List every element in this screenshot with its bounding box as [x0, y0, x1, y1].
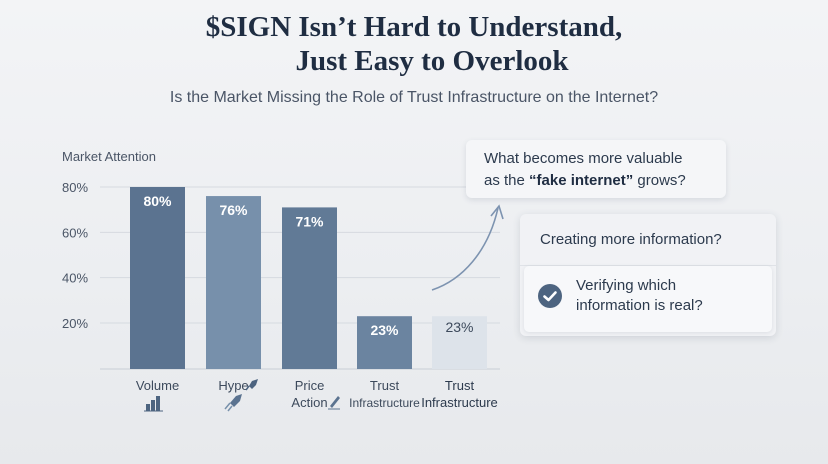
page-subtitle: Is the Market Missing the Role of Trust … — [169, 89, 659, 106]
page-title: $SIGN Isn’t Hard to Understand, Just Eas… — [0, 10, 828, 78]
bar — [206, 196, 261, 369]
y-tick-label: 60% — [62, 225, 88, 240]
option2-line-2: information is real? — [576, 297, 703, 314]
x-category-label: Trust — [445, 378, 475, 393]
y-tick-label: 20% — [62, 316, 88, 331]
bar-value-label: 76% — [219, 202, 248, 218]
bar-chart-icon — [144, 396, 163, 412]
x-category-label: Volume — [136, 378, 179, 393]
x-category-label: Trust — [370, 378, 400, 393]
option-verifying-information: Verifying which information is real? — [524, 266, 772, 332]
option-creating-information: Creating more information? — [520, 214, 776, 266]
callout-line-2: as the “fake internet” grows? — [484, 170, 708, 192]
chart-bars — [130, 187, 487, 369]
x-category-label: Price — [295, 378, 325, 393]
rocket-icon — [224, 394, 242, 412]
option2-line-1: Verifying which — [576, 277, 677, 294]
bar — [130, 187, 185, 369]
question-callout: What becomes more valuable as the “fake … — [466, 140, 726, 198]
x-category-label: Hype — [218, 378, 248, 393]
y-tick-label: 80% — [62, 180, 88, 195]
bar-value-label: 80% — [143, 193, 172, 209]
bar-value-label: 23% — [445, 319, 473, 335]
bar-value-label: 23% — [370, 322, 399, 338]
y-tick-label: 40% — [62, 271, 88, 286]
rocket-icon — [245, 379, 258, 391]
bar — [282, 207, 337, 369]
bar — [432, 316, 487, 369]
checkmark-icon — [538, 284, 562, 308]
options-panel: Creating more information? Verifying whi… — [520, 214, 776, 336]
callout-line-1: What becomes more valuable — [484, 150, 683, 167]
callout-bold: “fake internet” — [529, 172, 634, 189]
chart-icons — [144, 379, 340, 412]
title-line-1: $SIGN Isn’t Hard to Understand, — [205, 11, 623, 43]
x-category-label: Infrastructure — [349, 396, 420, 410]
bar — [357, 316, 412, 369]
callout-suffix: grows? — [633, 172, 686, 189]
curved-arrow-icon — [431, 207, 499, 291]
x-category-label: Infrastructure — [421, 395, 498, 410]
callout-prefix: as the — [484, 172, 530, 189]
bar-value-label: 71% — [295, 213, 324, 229]
chart-title: Market Attention — [62, 149, 156, 164]
x-category-label: Action — [291, 395, 327, 410]
arrow-head-icon — [490, 204, 504, 220]
chart-labels: 20% 40% 60% 80% 80% Volume 76% Hype 71% Price Acti… — [62, 180, 498, 410]
title-line-2: Just Easy to Overlook — [295, 45, 569, 77]
pen-icon — [328, 396, 340, 410]
